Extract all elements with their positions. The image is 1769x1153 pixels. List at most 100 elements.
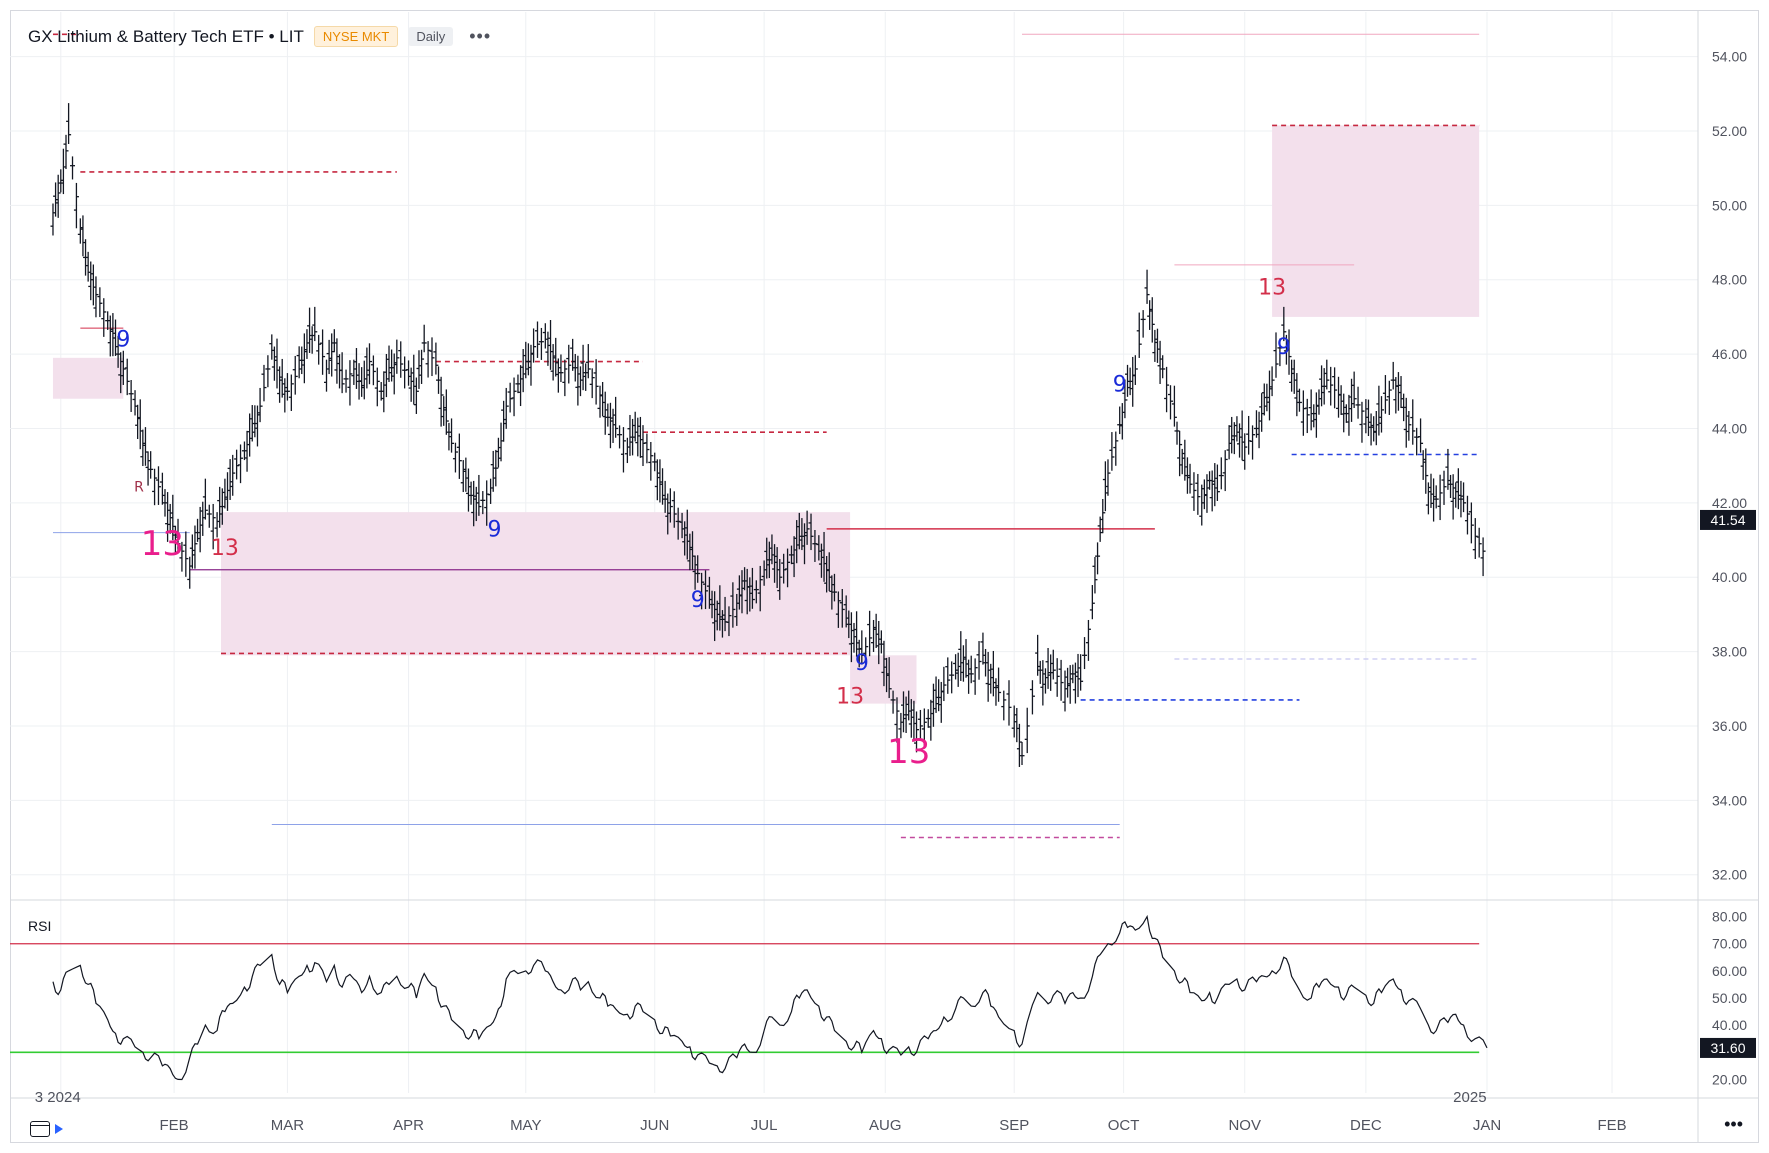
ohlc-bar xyxy=(583,363,589,391)
ohlc-bar xyxy=(124,358,130,396)
ohlc-bar xyxy=(63,134,69,170)
ohlc-bar xyxy=(1040,660,1046,706)
ohlc-bar xyxy=(93,276,99,318)
ohlc-bar xyxy=(200,501,206,536)
ohlc-bar xyxy=(1050,649,1056,680)
td-label-red-label: R xyxy=(134,480,144,496)
ohlc-bar xyxy=(1218,457,1224,490)
ohlc-bar xyxy=(523,341,529,379)
ohlc-bar xyxy=(1171,385,1177,427)
ohlc-bar xyxy=(145,451,151,486)
rsi-tick-label: 50.00 xyxy=(1712,990,1747,1006)
ohlc-bar xyxy=(562,359,568,397)
ohlc-bar xyxy=(757,565,763,612)
time-tick-label: MAR xyxy=(271,1117,305,1134)
ohlc-bar xyxy=(555,358,561,393)
ohlc-bar xyxy=(996,667,1002,702)
ohlc-bar xyxy=(1242,433,1248,470)
exchange-badge: NYSE MKT xyxy=(313,26,399,47)
ohlc-bar xyxy=(284,373,290,401)
ohlc-bar xyxy=(1182,439,1188,481)
ohlc-bar xyxy=(607,402,613,449)
ohlc-bar xyxy=(1250,425,1256,460)
symbol-title[interactable]: GX Lithium & Battery Tech ETF • LIT xyxy=(28,26,304,46)
td-countdown-red-label: 13 xyxy=(1258,276,1286,301)
ohlc-bar xyxy=(1019,741,1025,765)
ohlc-bar xyxy=(648,441,654,481)
ohlc-bar xyxy=(1458,480,1464,518)
time-tick-label: DEC xyxy=(1350,1117,1382,1134)
ohlc-bar xyxy=(1277,338,1283,367)
ohlc-bar xyxy=(630,418,636,456)
ohlc-bar xyxy=(97,287,103,318)
ohlc-bar xyxy=(925,709,931,728)
price-tick-label: 48.00 xyxy=(1712,272,1747,288)
ohlc-bar xyxy=(777,558,783,600)
ohlc-bar xyxy=(411,354,417,405)
td-countdown-red-label: 13 xyxy=(211,536,239,561)
ohlc-bar xyxy=(433,342,439,375)
ohlc-bar xyxy=(1174,421,1180,445)
ohlc-bar xyxy=(839,588,845,628)
ohlc-bar xyxy=(1127,367,1133,396)
bottom-more-icon[interactable]: ••• xyxy=(1724,1114,1743,1134)
ohlc-bar xyxy=(972,658,978,695)
header-more-icon[interactable]: ••• xyxy=(469,26,492,46)
ohlc-bar xyxy=(511,377,517,417)
ohlc-bar xyxy=(812,529,818,562)
axes: 32.00 34.00 36.00 38.00 40.00 42.00 44.00 46.00… xyxy=(10,10,1759,1143)
ohlc-bar xyxy=(1164,366,1170,413)
price-tick-label: 32.00 xyxy=(1712,867,1747,883)
ohlc-bar xyxy=(671,491,677,528)
ohlc-bar xyxy=(917,709,923,740)
ohlc-bar xyxy=(983,648,989,677)
ohlc-bar xyxy=(406,360,412,386)
ohlc-bar xyxy=(781,553,787,584)
ohlc-bar xyxy=(1029,680,1035,715)
ohlc-bar xyxy=(1109,432,1115,471)
ohlc-bar xyxy=(804,510,810,545)
time-tick-label: SEP xyxy=(999,1117,1029,1134)
price-tick-label: 54.00 xyxy=(1712,49,1747,65)
ohlc-bar xyxy=(254,405,260,447)
ohlc-bar xyxy=(1441,470,1447,505)
ohlc-bar xyxy=(933,676,939,713)
rsi-tick-label: 20.00 xyxy=(1712,1071,1747,1087)
td-setup-blue-label: 9 xyxy=(691,588,705,613)
supply-demand-zone xyxy=(221,512,851,656)
ohlc-bar xyxy=(518,365,524,407)
ohlc-bar xyxy=(1016,723,1022,767)
ohlc-bar xyxy=(1448,474,1454,499)
ohlc-bar xyxy=(197,506,203,553)
ohlc-bar xyxy=(1078,654,1084,691)
ohlc-bar xyxy=(1395,372,1401,411)
ohlc-bar xyxy=(1281,306,1287,342)
ohlc-bar xyxy=(421,324,427,353)
ohlc-bar xyxy=(1222,450,1228,492)
calendar-icon[interactable] xyxy=(30,1121,50,1137)
ohlc-bar xyxy=(699,572,705,610)
ohlc-bar xyxy=(1379,396,1384,433)
interval-badge[interactable]: Daily xyxy=(408,27,454,46)
ohlc-bar xyxy=(1355,386,1361,419)
ohlc-bar xyxy=(456,433,462,479)
date-range-control[interactable] xyxy=(30,1121,63,1137)
ohlc-bar xyxy=(241,441,247,461)
ohlc-bar xyxy=(890,690,896,714)
ohlc-bar xyxy=(301,333,307,384)
ohlc-bar xyxy=(331,329,337,353)
td-setup-blue-label: 9 xyxy=(488,517,502,542)
ohlc-bar xyxy=(921,708,927,748)
ohlc-bar xyxy=(288,374,294,411)
ohlc-bar xyxy=(941,666,947,702)
ohlc-bar xyxy=(1177,430,1183,477)
td-countdown-pink-label: 13 xyxy=(887,732,930,772)
price-tick-label: 42.00 xyxy=(1712,495,1747,511)
ohlc-bar xyxy=(463,457,469,492)
td-setup-blue-label: 9 xyxy=(1113,372,1127,397)
ohlc-bar xyxy=(627,414,633,456)
play-icon[interactable] xyxy=(55,1124,63,1134)
last-price-marker xyxy=(1700,509,1756,530)
ohlc-bar xyxy=(1132,355,1138,385)
